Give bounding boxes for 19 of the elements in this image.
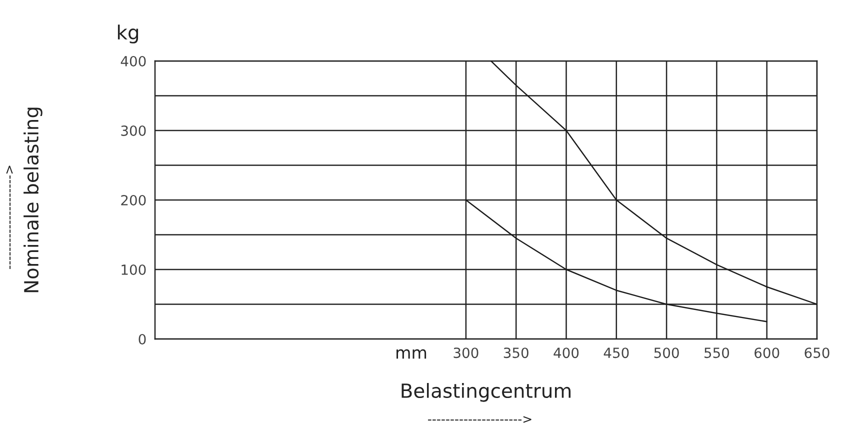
text: ---------------------> bbox=[6, 166, 13, 269]
x-tick-label: 500 bbox=[654, 348, 679, 358]
text: ---------------------> bbox=[428, 416, 532, 423]
x-tick-label: 550 bbox=[704, 348, 730, 358]
x-tick-label: 450 bbox=[604, 348, 629, 358]
y-tick-label: 300 bbox=[121, 125, 146, 136]
text: mm bbox=[396, 349, 426, 359]
x-tick-label: 600 bbox=[754, 348, 780, 358]
y-tick-label: 0 bbox=[138, 334, 146, 344]
x-tick-label: 400 bbox=[554, 348, 579, 358]
x-tick-label: 350 bbox=[504, 348, 528, 358]
x-axis-title: Belastingcentrum bbox=[402, 382, 570, 402]
y-tick-label: 200 bbox=[121, 194, 146, 206]
x-tick-label: 650 bbox=[804, 348, 830, 358]
text: kg bbox=[118, 24, 138, 44]
y-tick-label: 100 bbox=[122, 264, 146, 275]
x-tick-label: 300 bbox=[454, 348, 478, 358]
y-axis-title: Nominale belasting bbox=[24, 108, 42, 292]
y-tick-label: 400 bbox=[120, 56, 146, 66]
